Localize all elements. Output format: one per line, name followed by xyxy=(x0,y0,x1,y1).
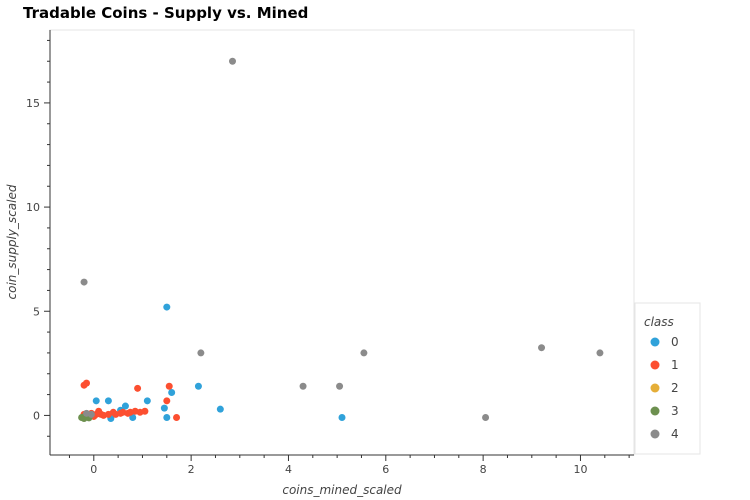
data-point-class-1[interactable] xyxy=(83,379,90,387)
legend-label[interactable]: 1 xyxy=(671,358,679,372)
legend-marker xyxy=(650,360,660,370)
data-point-class-4[interactable] xyxy=(80,278,88,286)
data-point-class-0[interactable] xyxy=(163,303,171,311)
legend-label[interactable]: 4 xyxy=(671,427,679,441)
chart-title: Tradable Coins - Supply vs. Mined xyxy=(23,4,309,22)
data-point-class-0[interactable] xyxy=(160,404,168,412)
legend-label[interactable]: 2 xyxy=(671,381,679,395)
data-point-class-1[interactable] xyxy=(126,408,134,416)
data-point-class-4[interactable] xyxy=(538,344,546,352)
x-tick-label: 2 xyxy=(188,463,195,476)
data-point-class-1[interactable] xyxy=(95,407,103,415)
data-point-class-4[interactable] xyxy=(87,410,95,418)
legend-marker xyxy=(650,337,660,347)
data-point-class-4[interactable] xyxy=(197,349,205,357)
y-tick-label: 0 xyxy=(33,409,40,422)
legend-marker xyxy=(650,429,660,439)
legend-title: class xyxy=(644,315,674,329)
x-axis-label: coins_mined_scaled xyxy=(282,483,402,497)
legend-label[interactable]: 3 xyxy=(671,404,679,418)
data-point-class-0[interactable] xyxy=(338,414,346,421)
data-point-class-0[interactable] xyxy=(121,402,129,410)
data-point-class-4[interactable] xyxy=(482,414,490,421)
legend[interactable]: class 0 1 2 3 4 xyxy=(634,302,701,455)
legend-marker xyxy=(650,383,660,393)
y-tick-label: 15 xyxy=(26,97,40,110)
data-point-class-4[interactable] xyxy=(229,57,236,65)
data-point-class-4[interactable] xyxy=(299,382,307,390)
x-tick-label: 8 xyxy=(480,463,487,476)
axes: 0 2 4 6 8 10 0 5 10 15 xyxy=(26,30,634,476)
data-point-class-0[interactable] xyxy=(104,397,112,405)
data-point-class-1[interactable] xyxy=(173,414,181,421)
data-point-class-0[interactable] xyxy=(143,397,151,405)
data-point-class-0[interactable] xyxy=(129,414,137,421)
legend-box xyxy=(634,302,701,455)
x-tick-label: 0 xyxy=(90,463,97,476)
data-point-class-1[interactable] xyxy=(165,382,173,390)
data-points xyxy=(78,57,604,423)
y-axis-label: coin_supply_scaled xyxy=(5,184,19,299)
data-point-class-0[interactable] xyxy=(194,382,202,390)
data-point-class-1[interactable] xyxy=(141,407,149,415)
data-point-class-0[interactable] xyxy=(163,414,171,421)
data-point-class-4[interactable] xyxy=(596,349,604,357)
data-point-class-0[interactable] xyxy=(168,389,176,396)
x-tick-label: 6 xyxy=(382,463,389,476)
legend-marker xyxy=(650,406,660,416)
data-point-class-4[interactable] xyxy=(336,382,344,390)
y-tick-label: 10 xyxy=(26,201,40,214)
y-tick-label: 5 xyxy=(33,305,40,318)
data-point-class-0[interactable] xyxy=(216,405,224,413)
legend-label[interactable]: 0 xyxy=(671,335,679,349)
data-point-class-0[interactable] xyxy=(92,397,100,405)
data-point-class-4[interactable] xyxy=(360,349,368,357)
data-point-class-1[interactable] xyxy=(134,384,142,392)
x-tick-label: 4 xyxy=(285,463,292,476)
data-point-class-1[interactable] xyxy=(163,397,171,405)
x-tick-label: 10 xyxy=(573,463,587,476)
